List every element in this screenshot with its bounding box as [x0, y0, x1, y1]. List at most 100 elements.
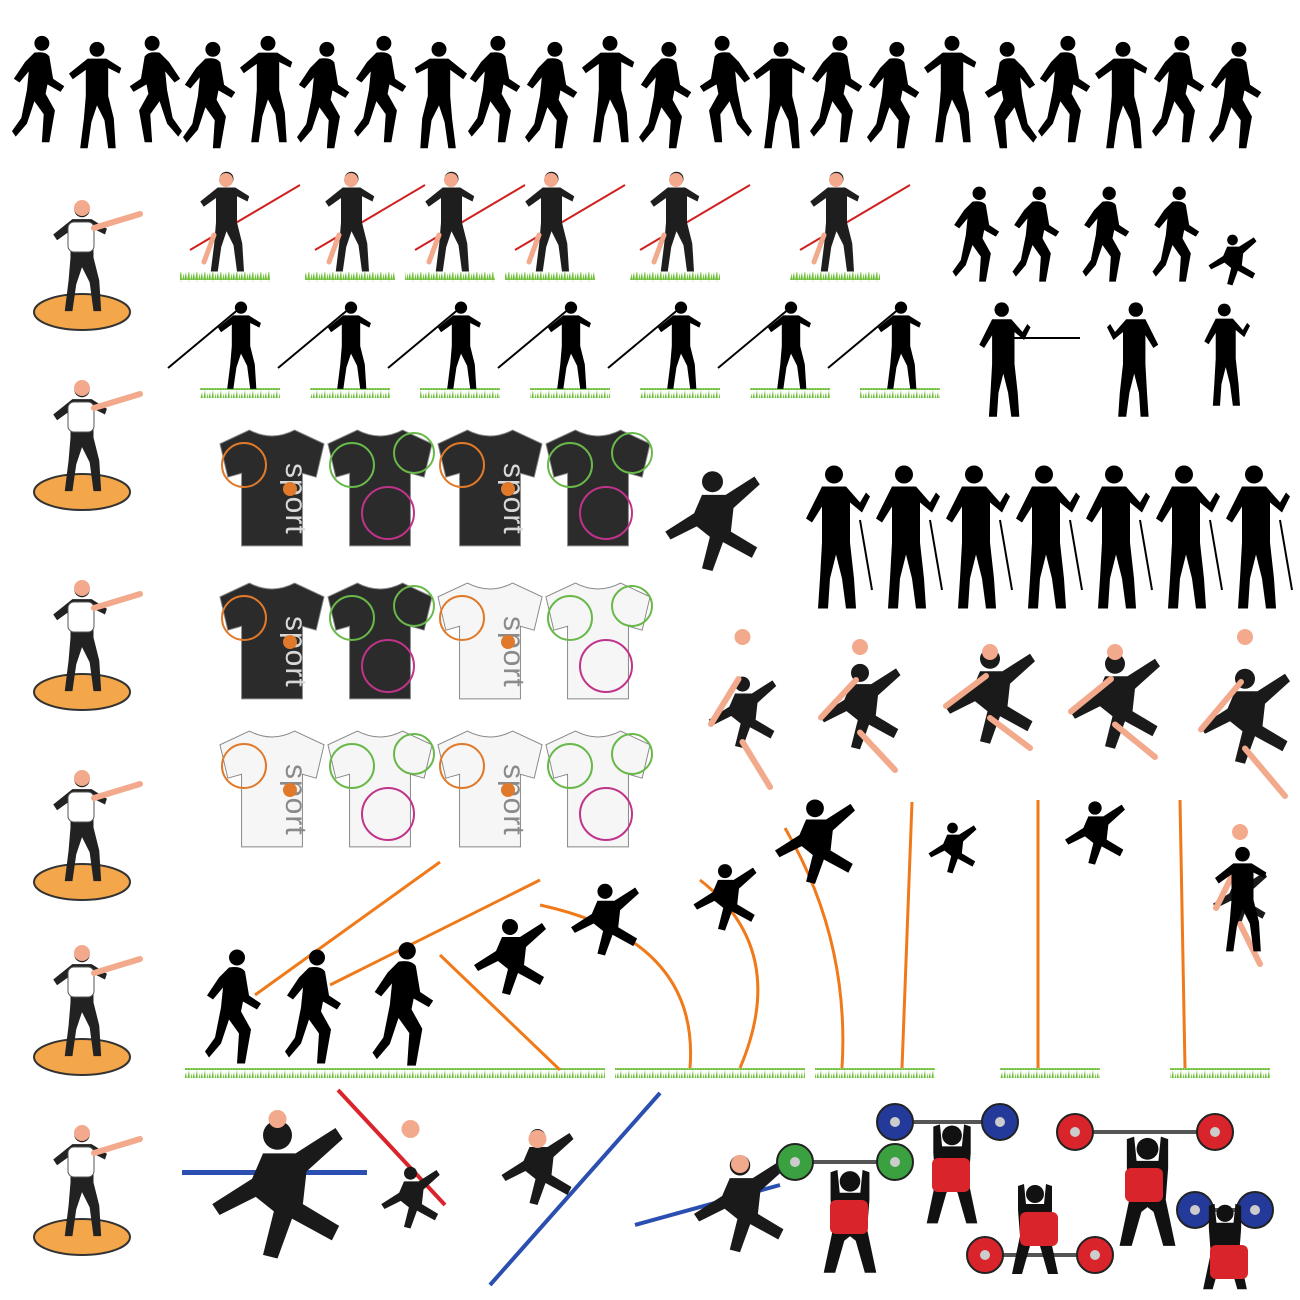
ball-print-shoulder — [611, 733, 653, 775]
high-jumper — [381, 1166, 440, 1229]
discus-thrower-head — [74, 1125, 90, 1141]
discus-thrower-head — [74, 945, 90, 961]
javelin — [387, 307, 461, 369]
ball-print — [221, 595, 267, 641]
runner-silhouette — [129, 35, 182, 143]
discus-thrower-shirt — [67, 601, 95, 633]
high-jumper-head — [401, 1120, 420, 1138]
vaulting-pole — [438, 953, 562, 1072]
jumper-arm — [708, 676, 742, 727]
runner-silhouette — [639, 41, 692, 149]
grass-strip — [860, 388, 940, 398]
leaping-athlete — [665, 471, 760, 571]
crouching-athlete — [1208, 234, 1257, 286]
plate-hub — [1070, 1127, 1080, 1137]
discus-thrower-shirt — [67, 401, 95, 433]
runner-silhouette — [1095, 41, 1148, 149]
jumper-leg — [1237, 921, 1263, 967]
ball-print — [329, 595, 375, 641]
tshirt-grid: sport sport sport sport sport sport — [219, 429, 653, 848]
grass-strip — [630, 272, 720, 282]
javelin-silhouette-row — [167, 301, 940, 398]
tshirt-icon — [545, 429, 653, 547]
ball-dot — [283, 635, 297, 649]
javelin-thrower-silhouette — [438, 301, 481, 389]
tshirt-icon — [545, 582, 653, 700]
discus-thrower-shirt — [67, 1146, 95, 1178]
tshirt-icon — [327, 429, 435, 547]
jumper-head — [734, 629, 751, 645]
fencer-left — [979, 302, 1031, 417]
ball-print — [547, 595, 593, 641]
discus-thrower-arm — [91, 956, 143, 976]
shirt-sport-text: sport — [497, 616, 530, 688]
ball-print-shoulder — [393, 585, 435, 627]
runner-silhouette — [468, 35, 521, 143]
runner-silhouette — [297, 41, 350, 149]
fencing-blade — [859, 519, 873, 591]
runner-silhouette — [12, 35, 65, 143]
runner-silhouette — [924, 35, 977, 143]
discus-thrower-arm — [91, 591, 143, 611]
runner-silhouette — [414, 41, 467, 149]
plate-hub — [1250, 1205, 1260, 1215]
javelin-thrower-leg — [651, 232, 667, 265]
discus-thrower-head — [74, 380, 90, 396]
grass-strip — [1170, 1068, 1270, 1078]
discus-platform — [33, 863, 131, 901]
ball-dot — [283, 783, 297, 797]
javelin — [277, 307, 351, 369]
plate-hub — [890, 1157, 900, 1167]
javelin-thrower-silhouette — [878, 301, 921, 389]
jumpers-row — [665, 471, 1290, 967]
pole-vaulter — [775, 799, 855, 884]
highjump-weightlifting-row — [182, 1088, 1274, 1290]
ball-print — [547, 743, 593, 789]
runner-silhouette — [699, 35, 752, 143]
jumper-arm — [943, 673, 989, 709]
ball-dot — [501, 783, 515, 797]
grass-strip — [750, 388, 830, 398]
jumper-leg — [739, 739, 773, 790]
ball-print-pink — [579, 639, 633, 693]
javelin — [717, 307, 791, 369]
pole-vaulter — [474, 919, 546, 995]
javelin-thrower-leg — [326, 232, 342, 265]
jumper-head — [1237, 629, 1253, 645]
discus-platform — [33, 473, 131, 511]
lifter-singlet — [1210, 1245, 1248, 1279]
pole-vaulter — [928, 822, 977, 874]
fencer-standing — [1204, 303, 1250, 406]
ball-dot — [501, 482, 515, 496]
javelin-thrower-silhouette — [768, 301, 811, 389]
fencing-blade — [929, 519, 943, 591]
fencing-blade — [1069, 519, 1083, 591]
javelin-thrower-head — [544, 173, 558, 187]
discus-thrower-head — [74, 200, 90, 216]
ball-print-shoulder — [611, 432, 653, 474]
jumper-leg — [987, 715, 1033, 751]
javelin-thrower-head — [829, 173, 843, 187]
javelin-thrower-silhouette — [218, 301, 261, 389]
discus-thrower-head — [74, 580, 90, 596]
grass-strip — [640, 388, 720, 398]
vaulting-pole — [254, 860, 441, 997]
vaulting-pole — [900, 801, 914, 1069]
discus-thrower-arm — [91, 781, 143, 801]
grass-strip — [310, 388, 390, 398]
javelin-thrower-silhouette — [658, 301, 701, 389]
athlete-silhouette-small — [1082, 186, 1130, 282]
tshirt-icon: sport — [437, 429, 543, 547]
ball-print — [547, 442, 593, 488]
runner-silhouette — [1152, 35, 1205, 143]
jumper-arm — [1198, 679, 1244, 733]
jumper-leg — [857, 729, 898, 773]
runner-silhouette — [69, 41, 122, 149]
javelin — [607, 307, 681, 369]
grass-strip — [790, 272, 880, 282]
grass-strip — [200, 388, 280, 398]
plate-hub — [980, 1250, 990, 1260]
runners-row — [12, 35, 1262, 149]
javelin-thrower-head — [219, 173, 233, 187]
javelin — [827, 307, 901, 369]
